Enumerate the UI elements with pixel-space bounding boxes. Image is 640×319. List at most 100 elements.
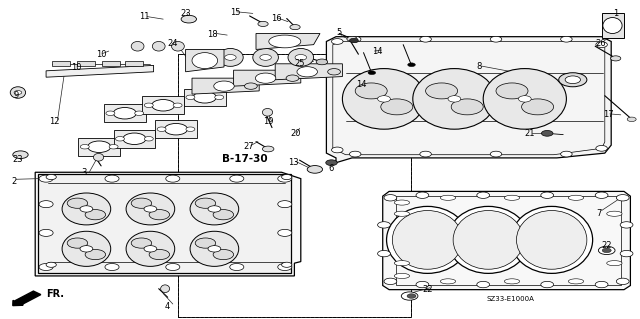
Ellipse shape <box>10 87 26 98</box>
Ellipse shape <box>282 262 292 267</box>
Ellipse shape <box>394 261 410 266</box>
Ellipse shape <box>123 133 146 145</box>
Text: 26: 26 <box>595 39 605 48</box>
Ellipse shape <box>145 103 154 108</box>
Text: B-17-30: B-17-30 <box>222 154 268 165</box>
Polygon shape <box>143 96 184 114</box>
Ellipse shape <box>213 249 234 260</box>
Text: 1: 1 <box>613 9 618 18</box>
Ellipse shape <box>568 195 584 200</box>
Ellipse shape <box>568 279 584 284</box>
Ellipse shape <box>258 21 268 26</box>
Ellipse shape <box>105 175 119 182</box>
Ellipse shape <box>144 246 157 252</box>
Text: 25: 25 <box>294 59 305 68</box>
Ellipse shape <box>106 111 115 115</box>
Ellipse shape <box>342 69 426 129</box>
Ellipse shape <box>190 231 239 266</box>
Ellipse shape <box>447 206 529 273</box>
Ellipse shape <box>39 201 53 208</box>
Text: 22: 22 <box>602 241 612 250</box>
Ellipse shape <box>67 198 88 208</box>
Ellipse shape <box>413 69 496 129</box>
Ellipse shape <box>504 279 520 284</box>
Text: FR.: FR. <box>46 289 64 299</box>
Ellipse shape <box>394 273 410 278</box>
Ellipse shape <box>616 195 629 201</box>
Ellipse shape <box>190 193 239 225</box>
Ellipse shape <box>381 99 413 115</box>
Ellipse shape <box>278 175 292 182</box>
Text: 23: 23 <box>180 9 191 18</box>
Text: 9: 9 <box>13 91 19 100</box>
Ellipse shape <box>490 36 502 42</box>
Ellipse shape <box>347 36 357 41</box>
Text: SZ33-E1000A: SZ33-E1000A <box>487 296 534 302</box>
Ellipse shape <box>88 141 111 152</box>
Ellipse shape <box>109 145 118 149</box>
Ellipse shape <box>627 117 636 122</box>
Ellipse shape <box>349 38 358 43</box>
Ellipse shape <box>384 195 397 201</box>
Ellipse shape <box>131 41 144 51</box>
Ellipse shape <box>193 92 216 103</box>
Ellipse shape <box>541 281 554 288</box>
Text: 22: 22 <box>422 285 433 294</box>
Polygon shape <box>256 33 320 49</box>
Ellipse shape <box>516 211 587 269</box>
Ellipse shape <box>62 193 111 225</box>
Ellipse shape <box>253 48 278 66</box>
Ellipse shape <box>420 36 431 42</box>
Polygon shape <box>275 64 342 80</box>
Ellipse shape <box>186 95 195 100</box>
Text: 19: 19 <box>264 117 274 126</box>
Ellipse shape <box>607 261 622 266</box>
Ellipse shape <box>46 262 56 267</box>
Ellipse shape <box>39 175 53 182</box>
Ellipse shape <box>166 175 180 182</box>
Ellipse shape <box>208 206 221 212</box>
Ellipse shape <box>616 278 629 285</box>
Polygon shape <box>77 61 95 66</box>
Polygon shape <box>52 61 70 66</box>
Polygon shape <box>46 65 154 77</box>
Ellipse shape <box>595 281 608 288</box>
Ellipse shape <box>152 100 175 111</box>
Ellipse shape <box>230 175 244 182</box>
Ellipse shape <box>192 53 218 69</box>
Ellipse shape <box>559 73 587 87</box>
Ellipse shape <box>260 55 271 60</box>
Text: 12: 12 <box>49 117 60 126</box>
Ellipse shape <box>407 294 416 298</box>
Polygon shape <box>35 172 301 276</box>
Ellipse shape <box>349 151 361 157</box>
Ellipse shape <box>115 137 125 141</box>
Ellipse shape <box>378 222 390 228</box>
Ellipse shape <box>164 123 188 135</box>
Ellipse shape <box>166 263 180 271</box>
Ellipse shape <box>13 151 28 159</box>
Ellipse shape <box>518 96 531 102</box>
Ellipse shape <box>131 198 152 208</box>
Ellipse shape <box>453 211 524 269</box>
FancyArrow shape <box>13 291 41 306</box>
Polygon shape <box>125 61 143 66</box>
Ellipse shape <box>215 95 224 100</box>
Ellipse shape <box>149 249 170 260</box>
Ellipse shape <box>157 127 166 131</box>
Ellipse shape <box>161 285 170 293</box>
Ellipse shape <box>349 36 361 42</box>
Ellipse shape <box>378 96 390 102</box>
Ellipse shape <box>213 210 234 220</box>
Ellipse shape <box>80 206 93 212</box>
Ellipse shape <box>195 238 216 248</box>
Text: 4: 4 <box>165 302 170 311</box>
Ellipse shape <box>262 146 274 152</box>
Ellipse shape <box>603 18 622 33</box>
Text: 10: 10 <box>72 63 82 72</box>
Ellipse shape <box>93 153 104 161</box>
Polygon shape <box>38 174 291 273</box>
Ellipse shape <box>522 99 554 115</box>
Ellipse shape <box>595 192 608 198</box>
Ellipse shape <box>126 193 175 225</box>
